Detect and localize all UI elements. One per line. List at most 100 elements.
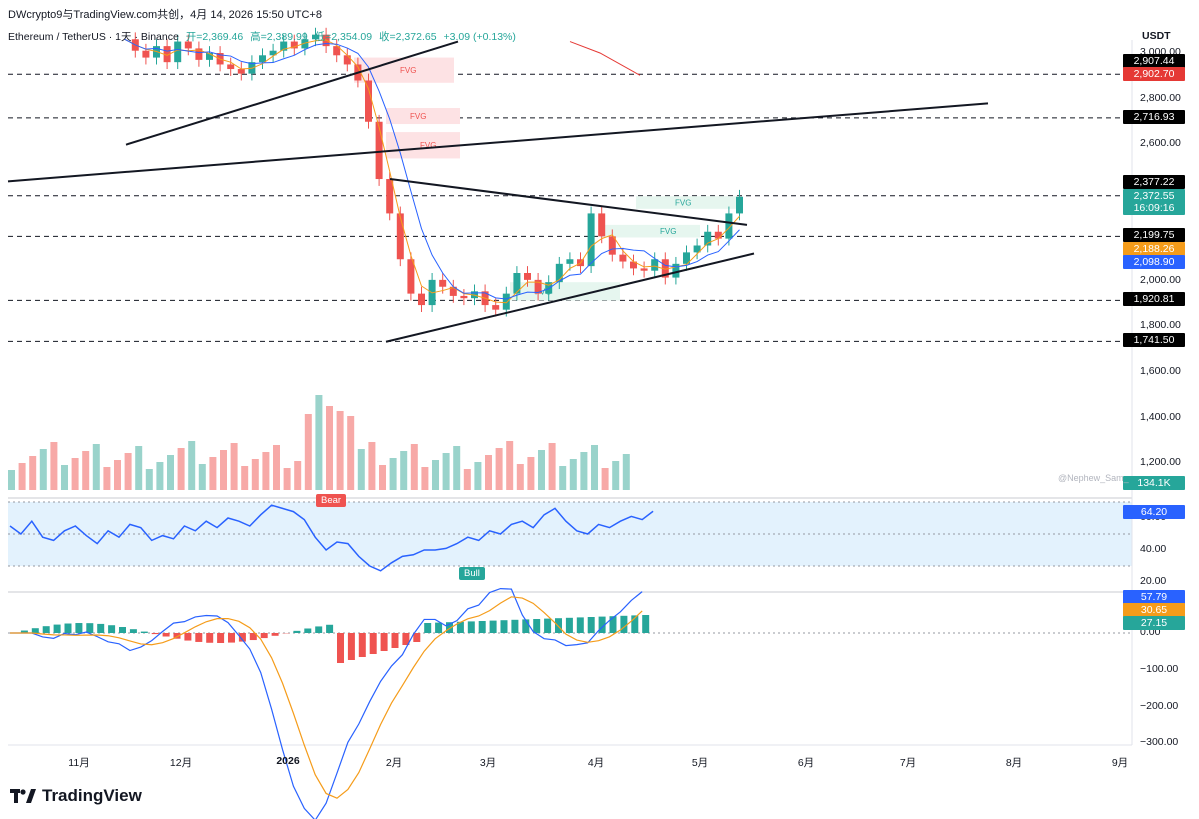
price-label: 57.79 (1123, 590, 1185, 604)
volume-bar (495, 448, 503, 490)
macd-histogram-bar (347, 633, 355, 660)
tradingview-logo[interactable]: TradingView (10, 786, 142, 806)
ohlc-close: 收=2,372.65 (379, 31, 437, 43)
volume-bar (145, 469, 153, 490)
macd-histogram-bar (358, 633, 366, 657)
macd-histogram-bar (478, 621, 486, 633)
macd-histogram-bar (20, 630, 28, 633)
macd-histogram-bar (467, 621, 475, 633)
candle-body (608, 236, 616, 255)
symbol-title[interactable]: Ethereum / TetherUS · 1天 · Binance (8, 31, 179, 43)
price-label: 1,920.81 (1123, 292, 1185, 306)
volume-bar (177, 448, 185, 490)
time-tick-label: 5月 (691, 757, 709, 769)
macd-histogram-bar (42, 626, 50, 633)
candle-body (725, 213, 733, 239)
volume-bar (410, 444, 418, 490)
price-tick-label: 2,000.00 (1140, 274, 1181, 286)
volume-bar (527, 457, 535, 490)
candle-body (375, 121, 383, 180)
macd-histogram-bar (173, 633, 181, 639)
macd-histogram-bar (75, 623, 83, 633)
volume-bar (432, 460, 439, 490)
time-tick-label: 8月 (1005, 757, 1023, 769)
candle-body (736, 196, 743, 214)
macd-histogram-bar (620, 615, 628, 633)
price-label: 64.20 (1123, 505, 1185, 519)
volume-bar (389, 458, 397, 490)
volume-bar (241, 466, 249, 490)
candle-body (269, 50, 277, 56)
candle-body (693, 245, 701, 253)
candle-body (683, 252, 690, 264)
macd-histogram-bar (53, 624, 61, 633)
candle-body (502, 293, 510, 310)
ohlc-open: 开=2,369.46 (185, 31, 244, 43)
time-tick-label: 12月 (169, 757, 193, 769)
volume-bar (506, 441, 514, 490)
volume-bar (209, 457, 217, 490)
watermark: @Nephew_Sam_ (1058, 473, 1129, 483)
candle-body (195, 48, 203, 60)
price-label: 2,907.44 (1123, 54, 1185, 68)
fvg-zone-4 (600, 224, 700, 238)
price-tick-label: 1,200.00 (1140, 456, 1181, 468)
volume-bar (18, 463, 26, 490)
macd-histogram-bar (500, 620, 508, 633)
volume-bar (135, 446, 143, 490)
macd-histogram-bar (315, 626, 323, 633)
fvg-label-4: FVG (660, 227, 676, 236)
macd-histogram-bar (108, 625, 116, 633)
fvg-label-5: FVG (535, 287, 551, 296)
price-tick-label: 2,800.00 (1140, 92, 1181, 104)
volume-bar (273, 445, 280, 490)
price-label: 30.65 (1123, 603, 1185, 617)
volume-bar (294, 461, 302, 490)
macd-histogram-bar (598, 616, 606, 633)
time-tick-label: 2月 (385, 757, 403, 769)
fvg-zone-3 (636, 196, 740, 209)
volume-bar (71, 458, 79, 490)
price-label: 2,098.90 (1123, 255, 1185, 269)
price-label: 2,377.22 (1123, 175, 1185, 189)
rsi-bull-tag: Bull (459, 567, 485, 580)
volume-bar (485, 455, 492, 490)
volume-bar (336, 411, 344, 490)
volume-bar (601, 468, 609, 490)
candle-body (587, 213, 595, 267)
volume-bar (283, 468, 291, 490)
fvg-label-2: FVG (420, 141, 436, 150)
volume-bar (114, 460, 121, 490)
volume-bar (453, 446, 461, 490)
macd-histogram-bar (642, 615, 650, 633)
volume-bar (156, 462, 164, 490)
macd-histogram-bar (337, 633, 344, 663)
volume-bar (442, 453, 450, 490)
volume-bar (548, 443, 556, 490)
macd-histogram-bar (195, 633, 203, 642)
candle-body (513, 273, 521, 294)
volume-bar (220, 450, 227, 490)
macd-histogram-bar (555, 618, 562, 633)
time-tick-label: 6月 (797, 757, 815, 769)
price-label: 2,188.26 (1123, 242, 1185, 256)
macd-histogram-bar (162, 633, 170, 637)
macd-histogram-bar (271, 633, 279, 636)
macd-tick-label: −300.00 (1140, 736, 1179, 748)
ma-long-line (569, 41, 641, 76)
fvg-zone-0 (354, 57, 454, 83)
macd-histogram-bar (402, 633, 410, 645)
trendline-0 (125, 40, 459, 146)
candle-body (524, 273, 531, 280)
candle-body (555, 263, 563, 283)
volume-bar (421, 467, 429, 490)
macd-histogram-bar (576, 617, 584, 633)
macd-histogram-bar (380, 633, 388, 651)
trendline-3 (385, 252, 755, 343)
candle-body (396, 213, 404, 260)
chart-attribution: DWcrypto9与TradingView.com共创，4月 14, 2026 … (8, 9, 322, 21)
volume-bar (347, 416, 355, 490)
price-label: 134.1K (1123, 476, 1185, 490)
macd-histogram-bar (119, 627, 126, 633)
volume-bar (580, 452, 588, 490)
